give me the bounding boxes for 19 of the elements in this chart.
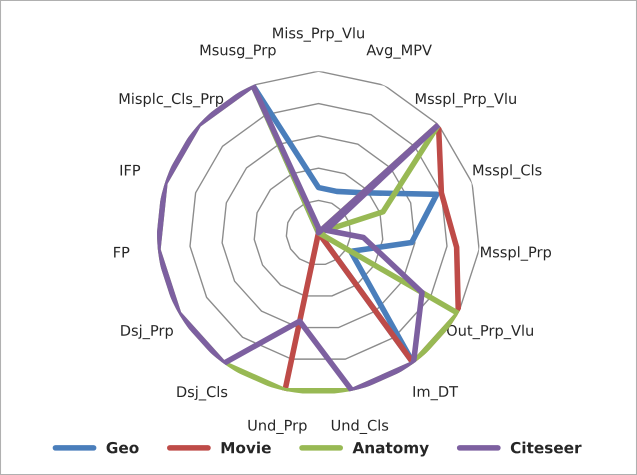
- legend-label: Geo: [106, 442, 139, 454]
- legend-label: Citeseer: [510, 442, 582, 454]
- spoke-label: Dsj_Cls: [177, 386, 228, 400]
- spoke-label: Dsj_Prp: [121, 324, 173, 340]
- legend-label: Anatomy: [352, 442, 429, 456]
- spoke-label: Msspl_Prp: [481, 246, 552, 261]
- spoke-label: FP: [114, 246, 130, 258]
- spoke-label: Msspl_Prp_Vlu: [416, 92, 516, 108]
- spoke-label: Msspl_Cls: [473, 164, 542, 179]
- spoke-label: Msusg_Prp: [200, 44, 276, 59]
- spoke-label: Avg_MPV: [366, 44, 432, 59]
- spoke-label: Im_DT: [414, 386, 458, 400]
- spoke-label: Und_Cls: [332, 419, 388, 434]
- spoke-label: Misplc_Cls_Prp: [120, 92, 224, 108]
- spoke-label: Out_Prp_Vlu: [447, 324, 533, 340]
- spoke-label: Und_Prp: [248, 419, 307, 434]
- spoke-label: Miss_Prp_Vlu: [273, 27, 364, 42]
- legend-label: Movie: [222, 442, 271, 454]
- spoke-label: IFP: [120, 164, 140, 176]
